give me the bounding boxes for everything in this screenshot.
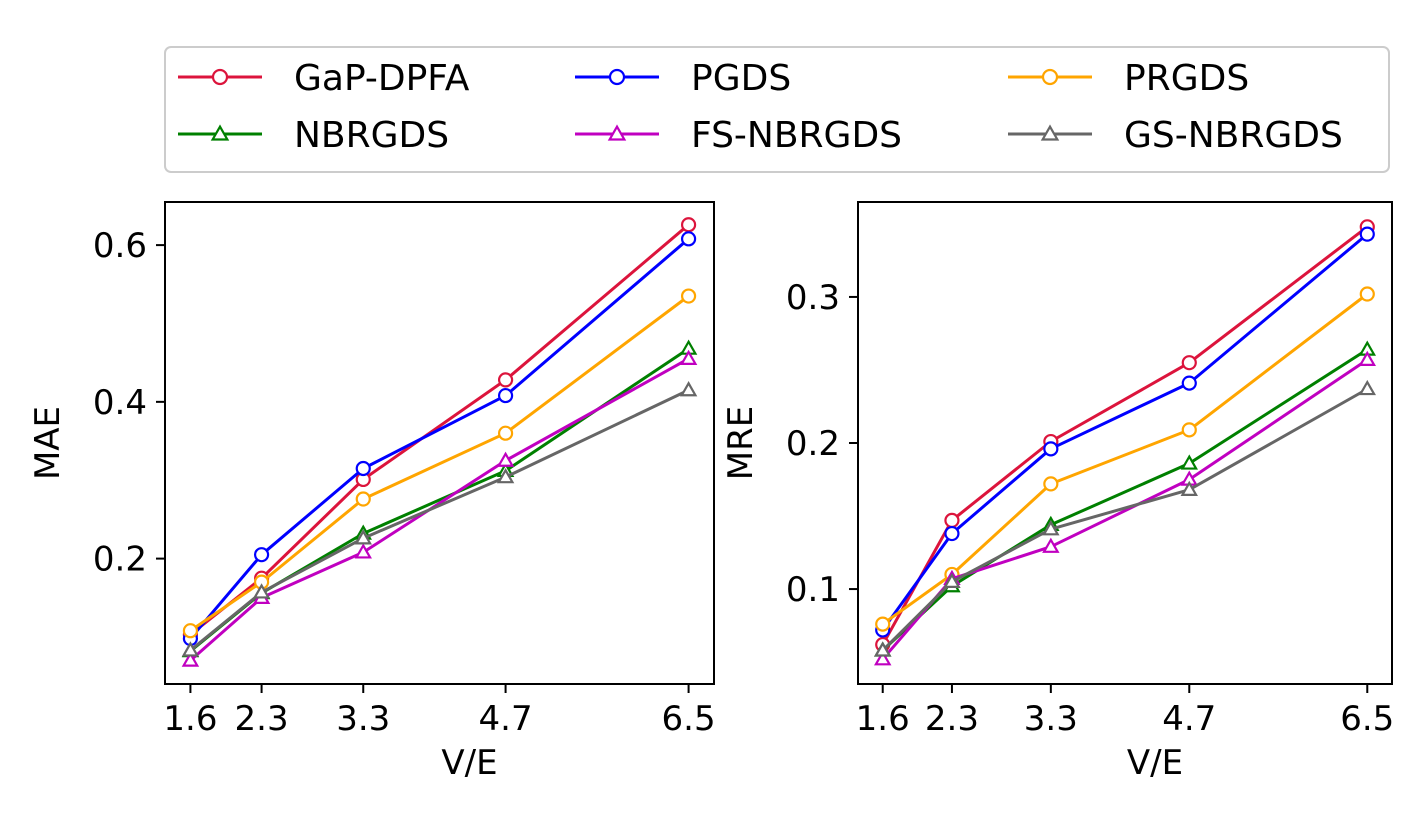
data-point [680, 231, 697, 247]
legend-entry-pgds: PGDS [575, 58, 791, 99]
data-point [1358, 379, 1376, 396]
y-axis-label: MAE [28, 406, 68, 480]
series-nbrgds [874, 340, 1376, 657]
mre-chart: 1.6 2.3 3.3 4.7 6.5 0.1 0.2 0.3 V/E MRE [721, 201, 1394, 783]
legend-marker [1041, 68, 1059, 86]
series-line [881, 348, 1369, 652]
y-tick-label: 0.3 [786, 278, 840, 318]
data-point [181, 641, 200, 657]
data-point [1181, 422, 1197, 438]
series-gs-nbrgds [874, 379, 1376, 657]
series-line [189, 347, 690, 653]
data-point [874, 641, 892, 657]
legend-marker [211, 68, 229, 86]
x-tick-label: 4.7 [1162, 699, 1216, 739]
data-point [354, 529, 372, 545]
y-axis-label: MRE [721, 406, 761, 480]
legend-label: PGDS [691, 58, 791, 99]
data-point [680, 288, 697, 304]
data-point [944, 512, 960, 529]
legend-label: NBRGDS [294, 115, 449, 156]
data-point [355, 460, 371, 477]
legend-marker [210, 124, 230, 141]
x-tick-label: 4.7 [479, 699, 533, 739]
legend: GaP-DPFA PGDS PRGDS NBRGDS FS-NBRGDS GS-NBRGD… [164, 46, 1390, 173]
legend-entry-gs-nbrgds: GS-NBRGDS [1008, 115, 1343, 156]
legend-entry-nbrgds: NBRGDS [178, 115, 449, 156]
data-point [252, 583, 271, 599]
data-point [182, 623, 199, 639]
legend-label: GS-NBRGDS [1124, 115, 1343, 156]
data-point [355, 491, 371, 507]
x-tick-label: 1.6 [163, 699, 217, 739]
x-tick-label: 6.5 [662, 699, 716, 739]
data-point [875, 616, 891, 632]
x-tick-label: 3.3 [336, 699, 390, 739]
x-tick-label: 6.5 [1340, 699, 1394, 739]
series-nbrgds [181, 339, 698, 658]
series-gs-nbrgds [181, 381, 698, 657]
data-point [497, 425, 514, 441]
data-point [680, 217, 697, 233]
plot-frame [857, 201, 1393, 685]
data-point [1181, 375, 1197, 391]
data-point [496, 468, 515, 484]
y-tick-label: 0.6 [93, 226, 147, 266]
data-point [1180, 454, 1198, 470]
data-point [1359, 286, 1375, 302]
legend-entry-gap-dpfa: GaP-DPFA [178, 58, 470, 99]
data-point [497, 387, 514, 404]
x-tick-label: 3.3 [1024, 699, 1078, 739]
data-point [679, 381, 698, 397]
x-axis-label: V/E [1127, 743, 1183, 783]
data-point [679, 349, 698, 365]
data-point [1180, 480, 1198, 496]
data-point [1359, 226, 1375, 242]
legend-label: GaP-DPFA [294, 58, 470, 99]
y-tick-label: 0.2 [93, 540, 147, 580]
data-point [874, 650, 892, 666]
x-axis-label: V/E [441, 743, 497, 783]
data-point [1042, 537, 1060, 553]
legend-marker [607, 124, 627, 141]
series-prgds [182, 288, 697, 639]
legend-marker [608, 68, 626, 86]
legend-label: FS-NBRGDS [691, 115, 902, 156]
legend-label: PRGDS [1124, 58, 1249, 99]
x-tick-label: 2.3 [925, 699, 979, 739]
legend-marker [1040, 124, 1060, 141]
legend-entry-fs-nbrgds: FS-NBRGDS [575, 115, 902, 156]
series-fs-nbrgds [181, 349, 698, 667]
mae-chart: 1.6 2.3 3.3 4.7 6.5 0.2 0.4 0.6 V/E MAE [28, 201, 716, 783]
data-point [1181, 355, 1197, 371]
data-point [944, 525, 960, 542]
data-point [943, 572, 961, 588]
series-line [189, 357, 690, 662]
data-point [253, 547, 270, 563]
data-point [1043, 476, 1059, 492]
data-point [496, 451, 515, 467]
legend-entry-prgds: PRGDS [1008, 58, 1249, 99]
data-point [1043, 441, 1059, 457]
y-tick-label: 0.1 [786, 570, 840, 610]
y-tick-label: 0.4 [93, 383, 147, 423]
x-tick-label: 2.3 [235, 699, 289, 739]
plot-frame [164, 201, 715, 685]
data-point [497, 372, 514, 388]
data-point [1042, 520, 1060, 536]
data-point [181, 651, 200, 667]
data-point [1358, 350, 1376, 366]
y-tick-label: 0.2 [786, 424, 840, 464]
data-point [354, 543, 372, 559]
x-tick-label: 1.6 [856, 699, 910, 739]
